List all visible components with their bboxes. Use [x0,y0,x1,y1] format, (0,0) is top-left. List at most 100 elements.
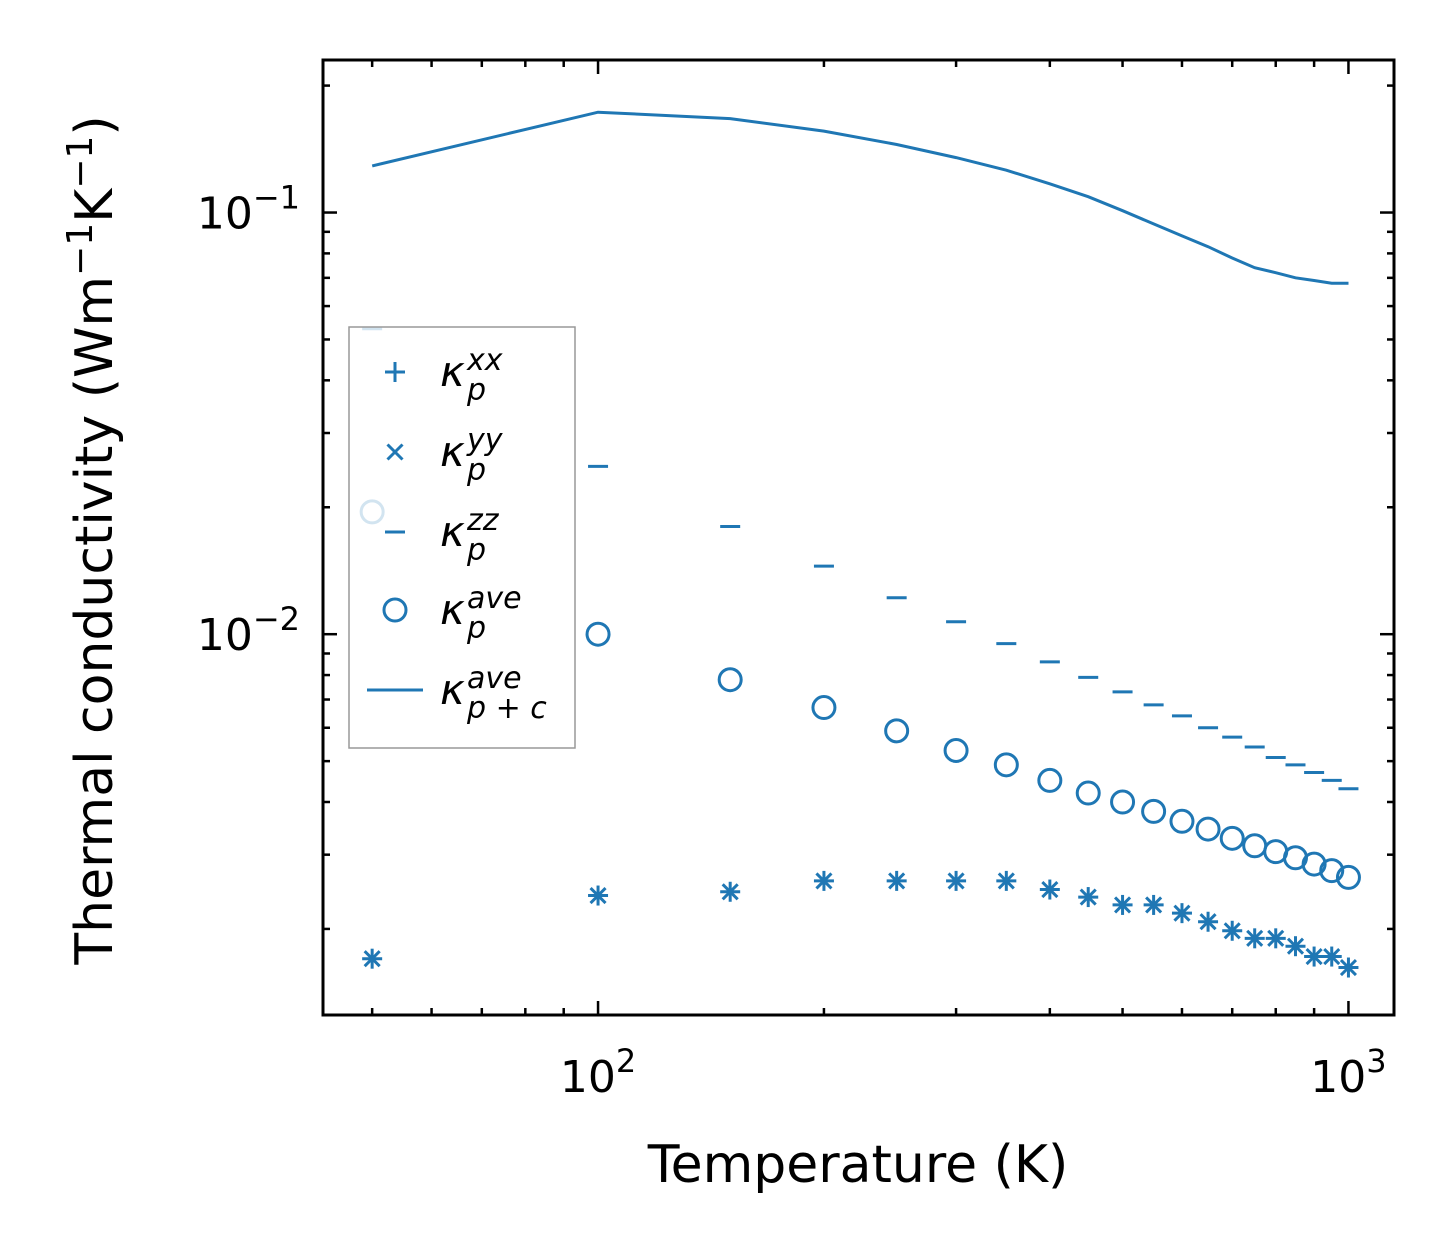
x-tick-label-100-exp: 2 [616,1042,636,1080]
point-kappa_p_yy-800-d2 [1267,929,1285,947]
legend-entry-3: κave p [382,581,522,646]
legend-entry-0: κxx p [385,343,503,408]
legend-label-base: κ [440,347,465,396]
point-kappa_p_yy-200-d2 [815,872,833,890]
point-kappa_p_yy-900 [1305,947,1323,966]
y-tick-label-0.01: 10−2 [197,600,300,661]
point-kappa_p_ave-350-c [993,752,1019,778]
point-kappa_p_yy-550-d2 [1145,896,1163,914]
point-kappa_p_yy-150 [721,883,739,901]
point-kappa_p_ave-300 [943,737,969,763]
legend-marker-plus [385,362,405,382]
point-kappa_p_ave-600 [1169,808,1195,834]
point-kappa_p_yy-900-d2 [1305,947,1323,966]
legend-label-sub: p [466,453,486,488]
point-kappa_p_yy-450 [1079,888,1097,906]
point-kappa_p_yy-50 [363,950,381,968]
point-kappa_p_yy-200 [815,872,833,890]
axis-ticks [323,60,1394,1015]
point-kappa_p_ave-950-c [1319,858,1345,884]
point-kappa_p_yy-750 [1246,929,1264,947]
point-kappa_p_ave-1000 [1335,864,1361,890]
legend-label-sub: p [466,373,486,408]
legend-label-sup: zz [466,503,500,538]
point-kappa_p_ave-250-c [884,718,910,744]
legend-marker-x-d2 [386,443,404,461]
point-kappa_p_ave-550 [1141,798,1167,824]
point-kappa_p_ave-650-c [1195,816,1221,842]
legend-label-sup: yy [466,423,504,458]
point-kappa_p_yy-950 [1323,947,1341,966]
legend-marker-circle [382,597,408,623]
series-line-kappa_pc_ave [371,110,1349,285]
x-tick-label-1000-exp: 3 [1366,1042,1386,1080]
point-kappa_p_ave-500 [1110,789,1136,815]
point-kappa_p_yy-350-d2 [997,872,1015,890]
y-axis-label-end: ) [65,115,125,135]
point-kappa_p_ave-600-c [1169,808,1195,834]
point-kappa_p_yy-650 [1199,913,1217,931]
y-tick-label-0.01-exp: −2 [253,600,300,638]
point-kappa_p_yy-700-d2 [1223,922,1241,940]
legend-entry-1: κyy p [386,423,504,488]
legend-label-sub: p [466,611,486,646]
y-axis-label: Thermal conductivity (Wm−1K−1) [60,115,125,965]
point-kappa_p_ave-150-c [717,667,743,693]
series-kappa_pc_ave [371,110,1349,285]
point-kappa_p_yy-500-d2 [1113,896,1132,914]
point-kappa_p_ave-750-c [1242,833,1268,859]
y-tick-label-0.01-base: 10 [197,610,253,661]
legend-box [348,326,576,749]
point-kappa_p_ave-400 [1037,767,1063,793]
x-tick-label-100: 102 [560,1042,636,1103]
point-kappa_p_yy-50-d2 [363,950,381,968]
point-kappa_p_ave-500-c [1110,789,1136,815]
legend-label-sup: ave [467,581,522,616]
x-axis-label: Temperature (K) [647,1135,1069,1195]
y-tick-label-0.1-exp: −1 [253,179,300,217]
point-kappa_p_yy-100 [589,886,607,905]
point-kappa_p_ave-700-c [1219,825,1245,851]
y-tick-label-0.1: 10−1 [197,179,300,240]
point-kappa_p_yy-800 [1267,929,1285,947]
legend-entry-4: κave p + c [367,661,547,726]
point-kappa_p_ave-250 [884,718,910,744]
point-kappa_p_yy-850 [1286,937,1305,955]
legend-label-3: κave p [440,581,522,646]
series-kappa_p_zz [362,327,1359,791]
point-kappa_p_ave-950 [1319,858,1345,884]
legend-label-sub: p [466,533,486,568]
legend-label-base: κ [440,665,465,714]
point-kappa_p_yy-650-d2 [1199,913,1217,931]
point-kappa_p_ave-550-c [1141,798,1167,824]
point-kappa_p_yy-600 [1173,904,1191,922]
point-kappa_p_yy-350 [997,872,1015,890]
point-kappa_p_yy-300 [947,872,965,890]
legend-entry-2: κzz p [385,503,500,568]
legend-label-base: κ [440,507,465,556]
legend-marker-circle-c [382,597,408,623]
point-kappa_p_ave-400-c [1037,767,1063,793]
point-kappa_p_ave-900 [1301,851,1327,877]
x-tick-label-1000: 103 [1310,1042,1386,1103]
series-kappa_p_ave [359,499,1361,890]
point-kappa_p_ave-150 [717,667,743,693]
point-kappa_p_ave-450 [1075,780,1101,806]
legend-marker-x [386,443,404,461]
point-kappa_p_ave-200-c [811,695,837,721]
point-kappa_p_ave-350 [993,752,1019,778]
point-kappa_p_ave-100-c [585,621,611,647]
point-kappa_p_ave-1000-c [1335,864,1361,890]
point-kappa_p_yy-400 [1041,880,1059,899]
point-kappa_p_yy-150-d2 [721,883,739,901]
point-kappa_p_yy-750-d2 [1246,929,1264,947]
point-kappa_p_ave-650 [1195,816,1221,842]
y-axis-label-sup2: −1 [60,136,101,189]
point-kappa_p_yy-700 [1223,922,1241,940]
series-kappa_p_yy [363,872,1358,977]
point-kappa_p_yy-850-d2 [1286,937,1305,955]
legend-label-sup: xx [466,343,503,378]
